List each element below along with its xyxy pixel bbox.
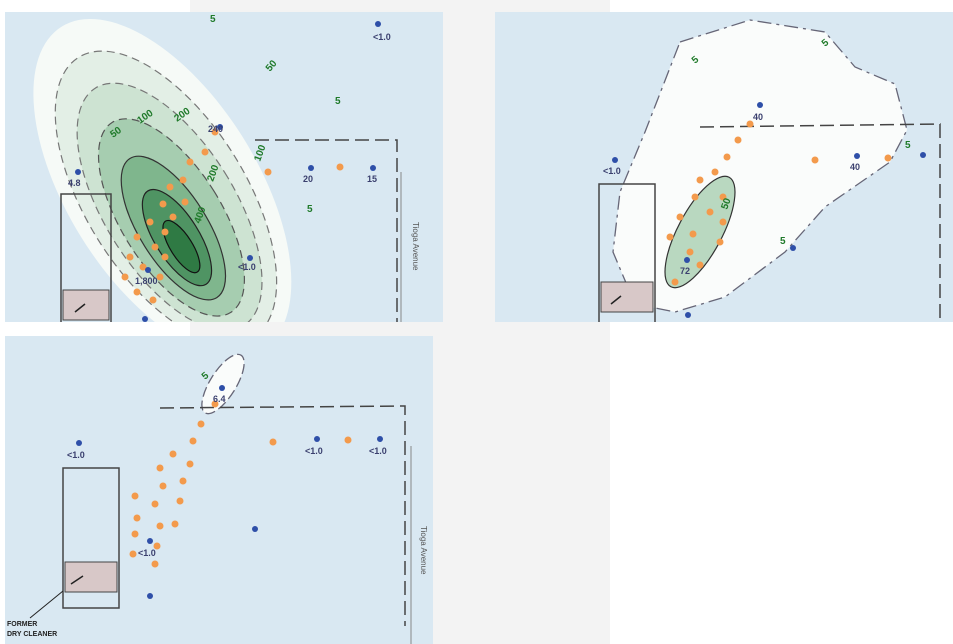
concentration-label: <1.0 [603,166,621,176]
contour-label: 5 [905,140,911,151]
dry-cleaner-footprint [64,561,118,593]
plume-contour-5 [612,19,908,313]
contour-label: 100 [252,143,268,163]
concentration-label: 4.8 [68,178,81,188]
leader-line [29,590,64,619]
concentration-label: 40 [850,162,860,172]
property-boundary [159,405,406,626]
street-label: Tioga Avenue [411,222,420,271]
concentration-label: 240 [208,124,223,134]
plume-map-3: Tioga Avenue 6.4 <1.0 <1.0 <1.0 <1.0 5 F… [7,353,428,644]
property-boundary [699,123,941,322]
plume-core [162,219,201,274]
building-outline [598,183,656,322]
monitoring-wells [612,102,926,318]
property-boundary [255,139,398,322]
site-label-line-2: DRY CLEANER [7,631,57,638]
concentration-label: <1.0 [373,32,391,42]
site-label-line-1: FORMER [7,621,37,628]
site-arrow [610,295,622,305]
contour-label: 5 [780,236,786,247]
map-panel-1[interactable]: Tioga Avenue <1.0 4.8 240 20 15 <1.0 1,8… [5,12,443,322]
concentration-label: 40 [753,112,763,122]
building-outline [62,467,120,609]
concentration-label: <1.0 [305,446,323,456]
concentration-label: <1.0 [238,262,256,272]
map-panel-3[interactable]: Tioga Avenue 6.4 <1.0 <1.0 <1.0 <1.0 5 F… [5,336,433,644]
monitoring-wells [75,21,381,322]
soil-gas-samples [666,120,892,286]
site-arrow [70,575,84,585]
concentration-label: <1.0 [138,548,156,558]
concentration-label: 6.4 [213,394,226,404]
concentration-label: 1,800 [135,276,158,286]
plume-map-2: 40 40 <1.0 72 5 5 5 50 5 [598,19,941,322]
map-panel-2[interactable]: 40 40 <1.0 72 5 5 5 50 5 [495,12,953,322]
plume-map-1: Tioga Avenue <1.0 4.8 240 20 15 <1.0 1,8… [33,14,420,322]
site-arrow [74,303,86,313]
concentration-label: 72 [680,266,690,276]
contour-label: 5 [307,204,313,215]
soil-gas-samples [121,128,344,304]
concentration-label: <1.0 [67,450,85,460]
concentration-label: 15 [367,174,377,184]
plume-contour-5 [201,353,245,415]
contour-label: 5 [335,96,341,107]
contour-label: 50 [719,196,733,211]
building-outline [60,193,112,322]
contour-label: 5 [690,54,702,66]
contour-label: 5 [210,14,216,25]
concentration-label: <1.0 [369,446,387,456]
contour-label: 5 [200,370,212,382]
contour-label: 50 [264,58,280,74]
dry-cleaner-footprint [62,289,110,321]
concentration-label: 20 [303,174,313,184]
street-label: Tioga Avenue [419,526,428,575]
soil-gas-samples [129,400,352,568]
monitoring-wells [76,385,383,599]
dry-cleaner-footprint [600,281,654,313]
contour-label: 5 [820,37,832,49]
